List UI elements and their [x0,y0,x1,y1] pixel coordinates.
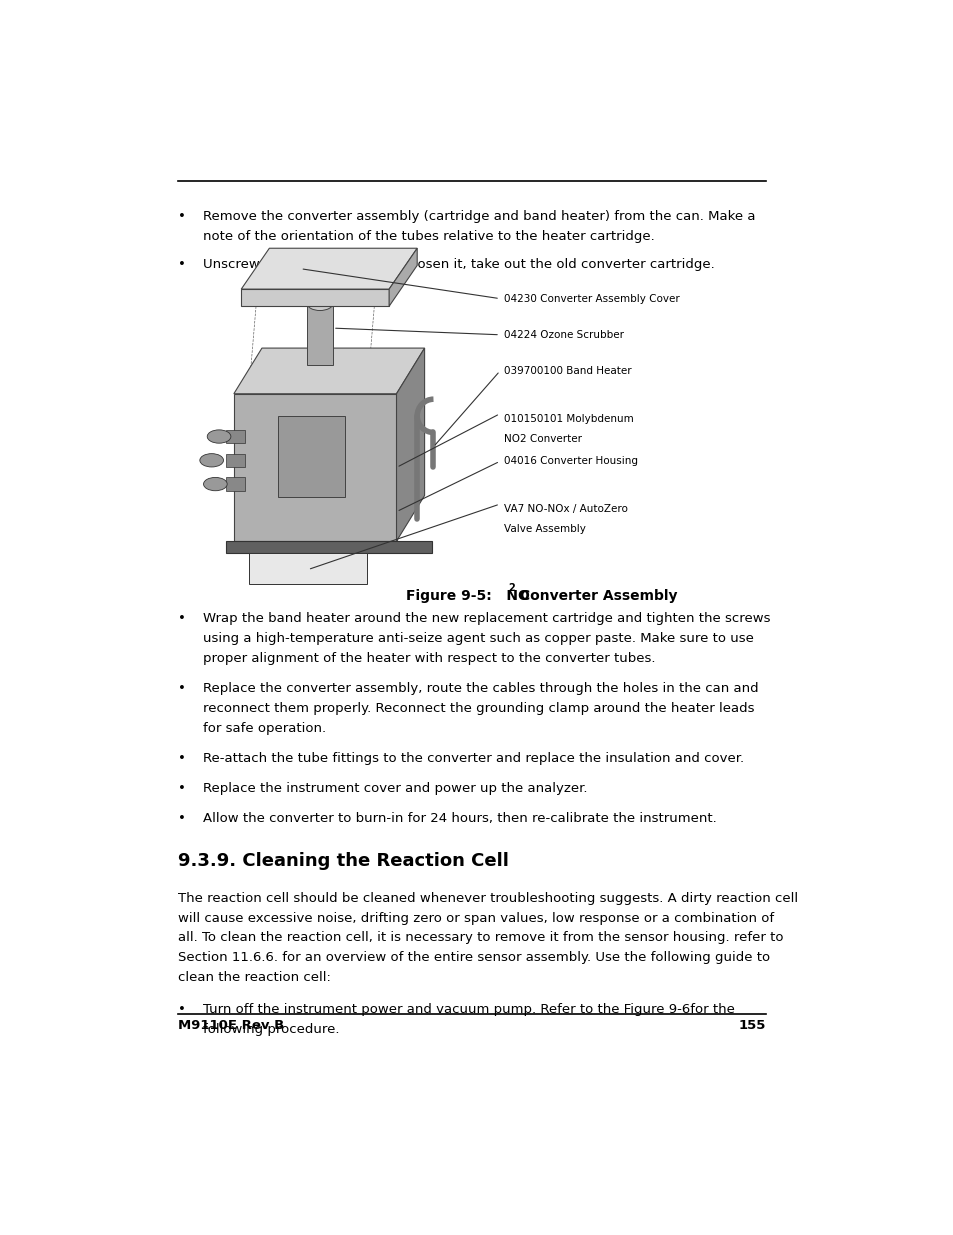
Text: •: • [178,782,186,795]
Text: Replace the converter assembly, route the cables through the holes in the can an: Replace the converter assembly, route th… [203,683,758,695]
Text: •: • [178,752,186,766]
Text: 155: 155 [738,1019,765,1032]
Text: Unscrew the band heater and loosen it, take out the old converter cartridge.: Unscrew the band heater and loosen it, t… [203,258,714,270]
Polygon shape [241,289,389,306]
Text: •: • [178,813,186,825]
Polygon shape [396,348,424,541]
Ellipse shape [307,296,333,310]
Text: Re-attach the tube fittings to the converter and replace the insulation and cove: Re-attach the tube fittings to the conve… [203,752,743,766]
Polygon shape [241,248,416,289]
Text: •: • [178,1003,186,1016]
Ellipse shape [199,453,223,467]
Bar [226,430,245,443]
Ellipse shape [207,430,231,443]
Text: Allow the converter to burn-in for 24 hours, then re-calibrate the instrument.: Allow the converter to burn-in for 24 ho… [203,813,716,825]
Text: using a high-temperature anti-seize agent such as copper paste. Make sure to use: using a high-temperature anti-seize agen… [203,632,753,646]
Text: for safe operation.: for safe operation. [203,722,326,735]
Text: proper alignment of the heater with respect to the converter tubes.: proper alignment of the heater with resp… [203,652,655,666]
Text: The reaction cell should be cleaned whenever troubleshooting suggests. A dirty r: The reaction cell should be cleaned when… [178,892,798,904]
Text: •: • [178,210,186,224]
Text: •: • [178,683,186,695]
Text: all. To clean the reaction cell, it is necessary to remove it from the sensor ho: all. To clean the reaction cell, it is n… [178,931,783,945]
Polygon shape [233,348,424,394]
Bar [278,416,344,496]
Text: VA7 NO-NOx / AutoZero: VA7 NO-NOx / AutoZero [503,504,627,514]
Bar [226,478,245,490]
Text: reconnect them properly. Reconnect the grounding clamp around the heater leads: reconnect them properly. Reconnect the g… [203,703,754,715]
Polygon shape [226,541,432,552]
Text: 039700100 Band Heater: 039700100 Band Heater [503,366,631,375]
Text: 9.3.9. Cleaning the Reaction Cell: 9.3.9. Cleaning the Reaction Cell [178,852,509,869]
Text: following procedure.: following procedure. [203,1024,339,1036]
Text: NO2 Converter: NO2 Converter [503,433,581,443]
Text: 04224 Ozone Scrubber: 04224 Ozone Scrubber [503,330,623,340]
Text: note of the orientation of the tubes relative to the heater cartridge.: note of the orientation of the tubes rel… [203,230,654,243]
Text: Wrap the band heater around the new replacement cartridge and tighten the screws: Wrap the band heater around the new repl… [203,613,769,625]
Text: 04230 Converter Assembly Cover: 04230 Converter Assembly Cover [503,294,679,304]
Bar [226,453,245,467]
Text: Remove the converter assembly (cartridge and band heater) from the can. Make a: Remove the converter assembly (cartridge… [203,210,755,224]
Text: 2: 2 [507,583,514,593]
Text: M9110E Rev B: M9110E Rev B [178,1019,284,1032]
Polygon shape [389,248,416,306]
Text: Converter Assembly: Converter Assembly [515,589,677,603]
Text: 04016 Converter Housing: 04016 Converter Housing [503,456,637,467]
Bar [233,394,396,541]
Text: Section 11.6.6. for an overview of the entire sensor assembly. Use the following: Section 11.6.6. for an overview of the e… [178,951,770,965]
Text: clean the reaction cell:: clean the reaction cell: [178,972,331,984]
Text: Figure 9-5:   NO: Figure 9-5: NO [405,589,529,603]
Text: Valve Assembly: Valve Assembly [503,524,585,534]
Ellipse shape [203,478,227,490]
Text: •: • [178,613,186,625]
Text: Turn off the instrument power and vacuum pump. Refer to the Figure 9-6for the: Turn off the instrument power and vacuum… [203,1003,734,1016]
Bar [307,304,333,366]
Text: Replace the instrument cover and power up the analyzer.: Replace the instrument cover and power u… [203,782,587,795]
Text: 010150101 Molybdenum: 010150101 Molybdenum [503,414,633,424]
Text: •: • [178,258,186,270]
Text: will cause excessive noise, drifting zero or span values, low response or a comb: will cause excessive noise, drifting zer… [178,911,774,925]
Polygon shape [249,552,367,584]
